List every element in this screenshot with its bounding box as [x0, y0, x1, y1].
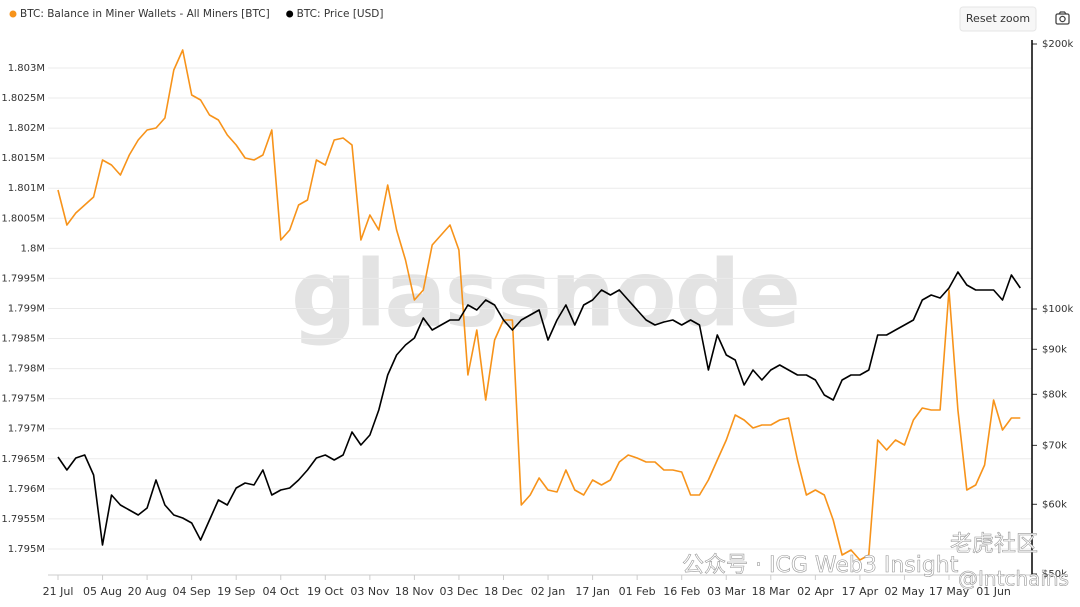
- watermark: glassnode: [291, 240, 799, 347]
- plot-area: 1.795M 1.7955M 1.796M 1.7965M 1.797M 1.7975M 1…: [1, 39, 1073, 598]
- x-tick-label: 17 May: [929, 585, 970, 598]
- y2-tick-label: $60k: [1042, 499, 1067, 510]
- x-tick-label: 16 Feb: [663, 585, 700, 598]
- legend-label: BTC: Price [USD]: [297, 8, 384, 20]
- camera-top[interactable]: [1058, 11, 1067, 15]
- x-tick-label: 18 Nov: [395, 585, 434, 598]
- reset-zoom-button[interactable]: Reset zoom: [959, 6, 1037, 32]
- x-tick-label: 19 Oct: [307, 585, 344, 598]
- camera-lens[interactable]: [1059, 15, 1066, 23]
- y-tick-label: 1.803M: [8, 63, 45, 74]
- button-frame[interactable]: [959, 6, 1037, 32]
- y-tick-label: 1.799M: [8, 303, 45, 314]
- x-tick-label: 03 Dec: [440, 585, 479, 598]
- x-tick-label: 02 May: [884, 585, 925, 598]
- y-tick-label: 1.8M: [20, 243, 45, 254]
- y2-tick-label: $100k: [1042, 304, 1073, 315]
- y2-tick-label: $90k: [1042, 344, 1067, 355]
- x-tick-label: 02 Apr: [797, 585, 834, 598]
- x-tick-label: 17 Jan: [575, 585, 609, 598]
- x-tick-label: 03 Mar: [707, 585, 746, 598]
- x-tick-label: 19 Sep: [217, 585, 255, 598]
- x-tick-label: 05 Aug: [83, 585, 122, 598]
- series-line: [57, 49, 1021, 561]
- x-tick-label: 21 Jul: [43, 585, 74, 598]
- x-tick-label: 18 Mar: [752, 585, 791, 598]
- y-tick-label: 1.798M: [8, 364, 45, 375]
- y-tick-label: 1.801M: [8, 183, 45, 194]
- legend-marker: [286, 10, 294, 18]
- y2-tick-label: $80k: [1042, 389, 1067, 400]
- legend-label: BTC: Balance in Miner Wallets - All Mine…: [20, 8, 270, 20]
- y-tick-label: 1.7975M: [1, 394, 45, 405]
- overlay-text: 老虎社区: [950, 532, 1038, 557]
- y-tick-label: 1.797M: [8, 424, 45, 435]
- y-tick-label: 1.8025M: [1, 93, 45, 104]
- y-tick-label: 1.796M: [8, 484, 45, 495]
- y-tick-label: 1.8005M: [1, 213, 45, 224]
- x-tick-label: 01 Jun: [976, 585, 1011, 598]
- button-label[interactable]: Reset zoom: [966, 12, 1030, 25]
- y-tick-label: 1.7985M: [1, 334, 45, 345]
- legend-marker: [9, 10, 17, 18]
- x-tick-label: 04 Oct: [262, 585, 299, 598]
- series-line: [57, 271, 1021, 546]
- y-tick-label: 1.7965M: [1, 454, 45, 465]
- y2-tick-label: $70k: [1042, 440, 1067, 451]
- y-tick-label: 1.7995M: [1, 273, 45, 284]
- x-tick-label: 17 Apr: [842, 585, 879, 598]
- x-tick-label: 02 Jan: [531, 585, 565, 598]
- y-tick-label: 1.8015M: [1, 153, 45, 164]
- overlay-text: 公众号 · ICG Web3 Insight: [682, 553, 959, 578]
- x-tick-label: 01 Feb: [619, 585, 656, 598]
- camera-icon[interactable]: [1055, 11, 1070, 25]
- overlay-text: @Intchains: [958, 567, 1069, 591]
- y2-tick-label: $200k: [1042, 39, 1073, 50]
- y-tick-label: 1.802M: [8, 123, 45, 134]
- x-tick-label: 20 Aug: [128, 585, 167, 598]
- y2-tick-label: $50k: [1042, 569, 1067, 580]
- x-tick-label: 18 Dec: [484, 585, 523, 598]
- x-tick-label: 04 Sep: [173, 585, 211, 598]
- camera-body[interactable]: [1055, 13, 1070, 25]
- y-tick-label: 1.795M: [8, 544, 45, 555]
- x-tick-label: 03 Nov: [350, 585, 389, 598]
- y-tick-label: 1.7955M: [1, 514, 45, 525]
